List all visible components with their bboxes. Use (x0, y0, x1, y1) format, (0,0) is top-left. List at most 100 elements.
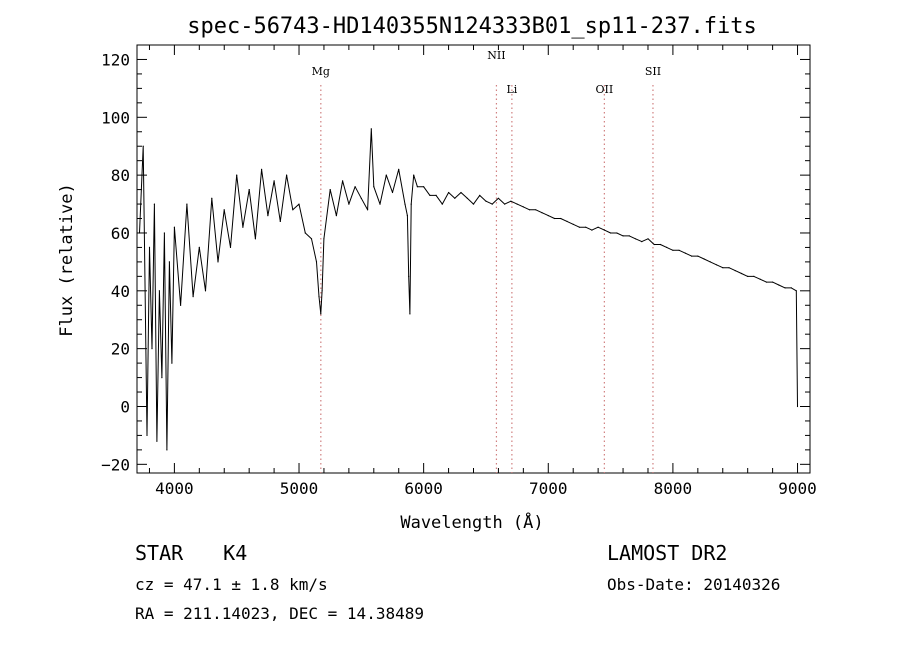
spectrum-point (529, 209, 531, 211)
spectrum-point (747, 275, 749, 277)
spectrum-point (416, 186, 418, 188)
survey-name: LAMOST DR2 (607, 541, 728, 565)
spectrum-point (616, 232, 618, 234)
spectrum-point (321, 290, 323, 292)
y-tick-label: 0 (120, 397, 130, 416)
spectrum-point (429, 194, 431, 196)
spectrum-point (759, 278, 761, 280)
spectrum-point (236, 174, 238, 176)
spectrum-point (647, 238, 649, 240)
spectrum-point (413, 174, 415, 176)
spectrum-point (354, 186, 356, 188)
spectrum-point (466, 197, 468, 199)
plot-frame (136, 44, 811, 474)
object-class: STAR (135, 541, 184, 565)
spectrum-point (229, 246, 232, 248)
spectrum-point (641, 241, 643, 243)
x-tick-label: 9000 (778, 479, 817, 498)
spectrum-point (367, 209, 369, 211)
spectrum-point (653, 243, 655, 246)
y-tick-label: 20 (111, 340, 130, 359)
spectrum-point (373, 186, 375, 188)
spectrum-point (585, 226, 587, 228)
spectrum-point (286, 174, 288, 176)
spectrum-point (223, 209, 225, 211)
spectrum-point (765, 281, 768, 283)
spectrum-point (740, 272, 743, 275)
x-tick-label: 7000 (529, 479, 568, 498)
spectrum-point (370, 128, 372, 130)
spectrum-point (610, 232, 612, 234)
y-tick-label: 80 (111, 166, 130, 185)
spectrum-point (460, 191, 462, 194)
object-type: STAR K4 (135, 541, 247, 565)
spectrum-point (186, 203, 188, 205)
spectrum-point (504, 203, 506, 205)
spectrum-point (166, 449, 168, 451)
spectrum-point (148, 246, 151, 248)
spectrum-point (547, 215, 549, 217)
y-axis-label: Flux (relative) (57, 183, 77, 337)
spectrum-point (248, 189, 250, 191)
spectrum-point (315, 261, 318, 263)
spectrum-point (472, 203, 475, 205)
spectrum-point (153, 203, 155, 205)
spectrum-point (379, 203, 381, 205)
coordinates: RA = 211.14023, DEC = 14.38489 (135, 604, 424, 623)
y-tick-label: 40 (111, 282, 130, 301)
spectrum-point (535, 209, 537, 211)
spectrum-point (335, 215, 337, 217)
spectral-line-label: Li (506, 83, 517, 96)
spectrum-point (566, 220, 568, 222)
spectrum-point (722, 267, 724, 269)
spectrum-point (560, 217, 562, 220)
spectrum-point (409, 313, 411, 315)
spectrum-point (516, 203, 518, 205)
spectrum-point (158, 290, 160, 292)
y-tick-label: 100 (101, 108, 130, 127)
spectrum-point (684, 252, 687, 254)
spectrum-point (578, 226, 581, 228)
spectrum-point (510, 200, 512, 202)
spectrum-point (709, 261, 711, 263)
spectral-line-label: OII (596, 83, 614, 96)
spectrum-point (385, 174, 387, 176)
spectrum-point (348, 203, 350, 205)
x-tick-label: 5000 (280, 479, 319, 498)
spectrum-point (318, 296, 320, 298)
spectrum-point (628, 235, 630, 237)
spectrum-point (204, 290, 207, 292)
spectrum-point (323, 238, 325, 240)
y-tick-label: −20 (101, 455, 130, 474)
spectrum-point (522, 206, 525, 208)
spectrum-point (703, 258, 705, 260)
spectrum-point (634, 238, 637, 240)
spectrum-point (273, 180, 275, 182)
spectrum-point (391, 191, 394, 194)
spectrum-point (279, 220, 281, 222)
chart-title: spec-56743-HD140355N124333B01_sp11-237.f… (187, 14, 757, 39)
spectrum-point (697, 255, 699, 257)
spectrum-point (572, 223, 574, 225)
spectrum-point (156, 440, 158, 442)
spectrum-point (448, 191, 450, 194)
spectrum-point (320, 313, 322, 315)
spectrum-point (454, 197, 456, 199)
spectrum-point (217, 261, 219, 263)
spectrum-point (485, 200, 487, 202)
spectrum-chart: spec-56743-HD140355N124333B01_sp11-237.f… (57, 14, 817, 533)
spectrum-point (728, 267, 730, 269)
spectrum-point (672, 249, 674, 251)
spectral-line-label: NII (487, 49, 505, 62)
spectrum-point (435, 194, 437, 196)
spectrum-point (146, 434, 148, 436)
spectrum-point (151, 348, 153, 350)
spectrum-line (139, 128, 798, 451)
spectrum-point (734, 270, 736, 272)
spectral-line-label: SII (645, 65, 661, 78)
spectrum-point (342, 180, 344, 182)
spectrum-point (795, 290, 797, 292)
spectral-line-label: Mg (312, 65, 330, 78)
object-subclass: K4 (223, 541, 248, 565)
x-tick-label: 8000 (654, 479, 693, 498)
